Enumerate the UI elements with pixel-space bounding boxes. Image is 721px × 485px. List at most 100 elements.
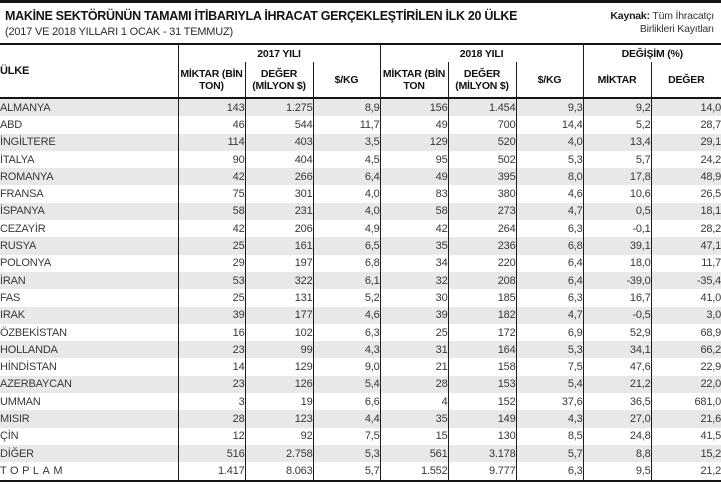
value-cell: 4,0 [515,133,584,151]
value-cell: 15 [379,427,449,445]
value-cell: 380 [447,185,517,203]
country-cell: CEZAYİR [0,222,46,235]
value-cell: 9.777 [447,462,517,481]
value-cell: 561 [379,444,449,463]
table-row: FAS 25 131 5,2 30 185 6,3 16,7 41,0 [0,289,721,307]
table-row: AZERBAYCAN 23 126 5,4 28 153 5,4 21,2 22,0 [0,375,721,394]
column-header-change-value: DEĞER [650,62,721,99]
value-cell: 164 [447,341,517,359]
value-cell: 35 [379,237,449,255]
value-cell: 14,4 [515,116,584,134]
value-cell: 23 [177,341,245,359]
value-cell: 23 [177,375,245,394]
source-line2: Birlikleri Kayıtları [639,23,714,35]
value-cell: 177 [244,306,313,324]
value-cell: -0,5 [582,306,652,324]
value-cell: 14 [177,358,245,376]
source-label: Kaynak: [610,10,650,22]
value-cell: 3.178 [447,444,517,463]
value-cell: 185 [447,289,517,307]
value-cell: 5,4 [312,375,381,394]
table-row: ÇİN 12 92 7,5 15 130 8,5 24,8 41,5 [0,427,721,445]
column-header-2018-value: DEĞER (MİLYON $) [447,62,517,99]
value-cell: 4,6 [312,306,381,324]
table-row: FRANSA 75 301 4,0 83 380 4,6 10,6 26,5 [0,185,721,203]
value-cell: 95 [379,150,449,169]
value-cell: 13,4 [582,133,652,151]
value-cell: 301 [244,185,313,203]
value-cell: 6,4 [515,254,584,272]
value-cell: 19 [244,393,313,411]
value-cell: 5,7 [312,462,381,481]
table-row: HİNDİSTAN 14 129 9,0 21 158 7,5 47,6 22,9 [0,358,721,376]
page-subtitle: (2017 VE 2018 YILLARI 1 OCAK - 31 TEMMUZ… [5,26,233,38]
value-cell: 231 [244,202,313,221]
value-cell: 7,5 [515,358,584,376]
country-cell: MISIR [0,412,30,425]
value-cell: 1.417 [177,462,245,481]
value-cell: 42 [177,168,245,186]
value-cell: 8,5 [515,427,584,445]
value-cell: 6,8 [312,254,381,272]
value-cell: 4,3 [515,410,584,428]
value-cell: 4,0 [312,185,381,203]
masthead: MAKİNE SEKTÖRÜNÜN TAMAMI İTİBARIYLA İHRA… [0,3,721,39]
country-cell: İTALYA [0,153,35,166]
value-cell: 4,9 [312,220,381,238]
table-row: IRAK 39 177 4,6 39 182 4,7 -0,5 3,0 [0,306,721,324]
value-cell: 90 [177,150,245,169]
value-cell: 10,6 [582,185,652,203]
value-cell: 5,7 [515,444,584,463]
value-cell: 7,5 [312,427,381,445]
value-cell: 544 [244,116,313,134]
value-cell: 28 [177,410,245,428]
value-cell: 47,1 [650,237,721,255]
value-cell: 1.552 [379,462,449,481]
value-cell: 126 [244,375,313,394]
value-cell: 700 [447,116,517,134]
value-cell: 220 [447,254,517,272]
value-cell: 264 [447,220,517,238]
value-cell: 9,3 [515,98,584,117]
sub-header-row: MİKTAR (BİN TON) DEĞER (MİLYON $) $/KG M… [0,62,721,99]
value-cell: 6,9 [515,323,584,342]
table-row: CEZAYİR 42 206 4,9 42 264 6,3 -0,1 28,2 [0,220,721,238]
country-cell: FAS [0,291,21,304]
value-cell: 25 [177,237,245,255]
value-cell: 58 [177,202,245,221]
value-cell: 68,9 [650,323,721,342]
value-cell: 4,4 [312,410,381,428]
value-cell: 42 [177,220,245,238]
value-cell: 8,8 [582,444,652,463]
value-cell: 31 [379,341,449,359]
value-cell: 197 [244,254,313,272]
value-cell: 0,5 [582,202,652,221]
country-cell: RUSYA [0,240,37,253]
column-header-change-amount: MİKTAR [582,62,652,99]
country-cell: ALMANYA [0,101,51,114]
value-cell: 131 [244,289,313,307]
country-cell: POLONYA [0,257,51,270]
value-cell: 404 [244,150,313,169]
country-cell: AZERBAYCAN [0,378,72,391]
value-cell: -39,0 [582,271,652,290]
value-cell: 172 [447,323,517,342]
value-cell: 273 [447,202,517,221]
value-cell: 158 [447,358,517,376]
value-cell: 206 [244,220,313,238]
value-cell: 25 [177,289,245,307]
value-cell: 27,0 [582,410,652,428]
value-cell: 153 [447,375,517,394]
value-cell: 16 [177,323,245,342]
value-cell: 25 [379,323,449,342]
country-cell: ABD [0,118,23,131]
value-cell: 182 [447,306,517,324]
source-note: Kaynak: Tüm İhracatçı Birlikleri Kayıtla… [610,9,714,36]
value-cell: 49 [379,116,449,134]
value-cell: 516 [177,444,245,463]
value-cell: 3,0 [650,306,721,324]
value-cell: 92 [244,427,313,445]
table-row: MISIR 28 123 4,4 35 149 4,3 27,0 21,6 [0,410,721,428]
value-cell: 99 [244,341,313,359]
table-row: ÖZBEKİSTAN 16 102 6,3 25 172 6,9 52,9 68,9 [0,323,721,342]
